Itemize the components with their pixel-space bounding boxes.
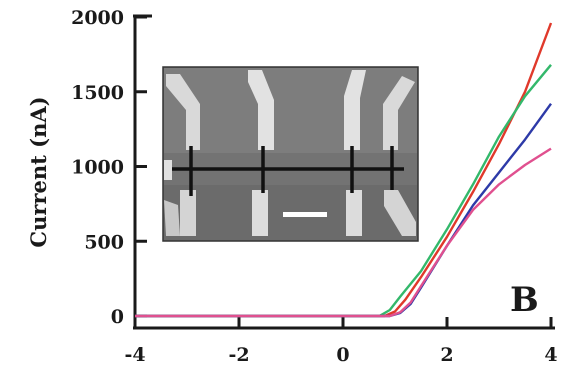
scale-bar (283, 212, 327, 217)
electrode (248, 70, 274, 150)
y-tick-label: 1500 (71, 82, 124, 104)
series-line-4 (135, 147, 552, 318)
y-tick-label: 1000 (71, 157, 124, 179)
x-tick-label: 0 (336, 344, 349, 366)
y-tick-label: 500 (84, 231, 124, 253)
y-tick-label: 2000 (71, 7, 124, 29)
y-ticks: 0 500 1000 1500 2000 (71, 7, 147, 328)
y-tick-label: 0 (111, 306, 124, 328)
series-line-2 (135, 64, 552, 318)
panel-label: B (510, 280, 539, 320)
x-ticks: -4 -2 0 2 4 (124, 317, 558, 366)
electrode (180, 190, 196, 236)
x-tick-label: 2 (440, 344, 453, 366)
electrode (383, 76, 415, 150)
series-lines (135, 22, 553, 318)
electrode (344, 70, 366, 150)
x-tick-label: -4 (124, 344, 145, 366)
electrode (166, 74, 200, 150)
x-tick-label: 4 (544, 344, 557, 366)
x-tick-label: -2 (228, 344, 249, 366)
electrode (252, 190, 268, 236)
inset-micrograph (162, 66, 419, 242)
y-axis-label: Current (nA) (26, 96, 51, 247)
electrode (164, 200, 180, 236)
electrode (384, 190, 416, 236)
electrode (346, 190, 362, 236)
